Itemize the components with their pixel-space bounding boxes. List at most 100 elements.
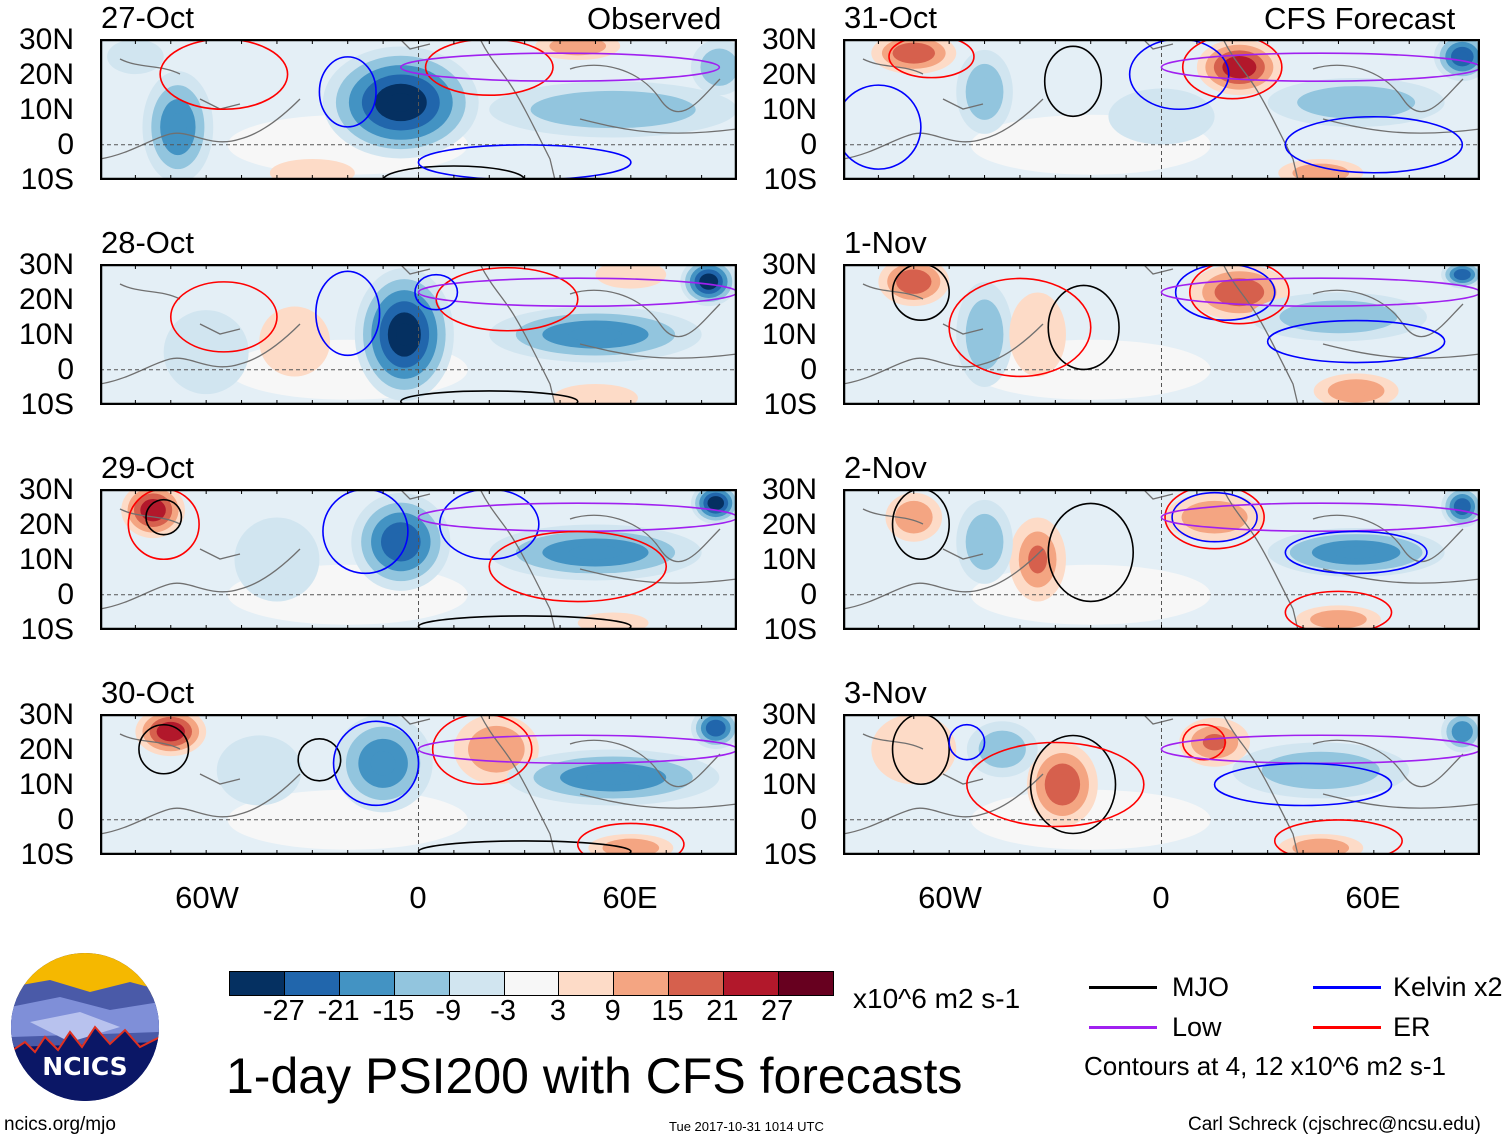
colorbar-swatch xyxy=(778,972,833,995)
lon-label-60w: 60W xyxy=(175,880,239,915)
mjo-contour xyxy=(400,390,579,405)
anomaly-shading xyxy=(1458,271,1467,278)
lat-label: 10N xyxy=(18,768,74,801)
anomaly-shading xyxy=(169,113,187,142)
timestamp: Tue 2017-10-31 1014 UTC xyxy=(669,1119,824,1134)
coastline xyxy=(1142,264,1174,275)
coastline xyxy=(942,773,984,785)
anomaly-shading xyxy=(184,331,228,374)
lat-label: 10S xyxy=(20,163,74,196)
legend-low-line xyxy=(1089,1026,1157,1029)
coastline xyxy=(100,773,301,835)
colorbar-swatch xyxy=(338,972,394,995)
anomaly-shading xyxy=(710,723,721,733)
panel-date: 27-Oct xyxy=(101,0,195,35)
lat-label: 20N xyxy=(18,58,74,91)
coastline xyxy=(843,323,1044,385)
low-contour xyxy=(1160,277,1480,307)
panel-date: 3-Nov xyxy=(844,675,927,710)
er-contour xyxy=(1273,819,1403,855)
coastline xyxy=(1322,343,1480,359)
colorbar-tick-label: -21 xyxy=(317,995,360,1027)
coastline xyxy=(942,98,984,110)
map-panel-28-Oct xyxy=(100,264,737,405)
anomaly-shading xyxy=(370,751,396,776)
anomaly-shading xyxy=(1226,285,1252,300)
colorbar-swatch xyxy=(613,972,669,995)
anomaly-shading xyxy=(1341,385,1371,397)
anomaly-shading xyxy=(990,739,1015,759)
lat-label: 0 xyxy=(57,578,74,611)
coastline xyxy=(479,264,556,405)
colorbar-tick-label: 27 xyxy=(761,995,794,1027)
er-contour xyxy=(1284,590,1393,630)
coastline xyxy=(1312,514,1464,563)
lat-label: 20N xyxy=(761,733,817,766)
panel-date: 31-Oct xyxy=(844,0,938,35)
anomaly-shading xyxy=(586,770,640,785)
coastline xyxy=(1142,714,1174,725)
anomaly-shading xyxy=(904,275,923,288)
lat-label: 10N xyxy=(18,318,74,351)
anomaly-shading xyxy=(1028,545,1048,574)
lat-label: 30N xyxy=(761,698,817,731)
colorbar-tick-label: 9 xyxy=(604,995,621,1027)
er-contour xyxy=(966,741,1145,828)
anomaly-shading xyxy=(711,499,720,507)
kelvin-contour xyxy=(948,723,986,761)
coastline xyxy=(569,289,721,338)
anomaly-shading xyxy=(1202,734,1227,751)
colorbar-tick-label: 21 xyxy=(706,995,739,1027)
anomaly-shading xyxy=(146,504,160,516)
low-contour xyxy=(1160,52,1480,82)
map-panel-27-Oct xyxy=(100,39,737,180)
map-panel-1-Nov xyxy=(843,264,1480,405)
colorbar-tick-label: -3 xyxy=(490,995,516,1027)
anomaly-shading xyxy=(975,317,994,352)
lat-label: 10S xyxy=(763,838,817,871)
anomaly-shading xyxy=(1456,726,1468,737)
anomaly-shading xyxy=(568,327,622,342)
colorbar-tick-label: 15 xyxy=(651,995,684,1027)
anomaly-shading xyxy=(904,509,924,526)
map-panel-29-Oct xyxy=(100,489,737,630)
lat-label: 0 xyxy=(800,128,817,161)
credit: Carl Schreck (cjschrec@ncsu.edu) xyxy=(1188,1114,1481,1135)
lat-label: 0 xyxy=(800,578,817,611)
lat-label: 20N xyxy=(761,508,817,541)
colorbar-swatch xyxy=(393,972,449,995)
coastline xyxy=(1222,39,1299,180)
lat-label: 0 xyxy=(800,353,817,386)
legend-kelvin-label: Kelvin x2 xyxy=(1393,972,1503,1002)
anomaly-shading xyxy=(975,77,994,106)
map-panel-30-Oct xyxy=(100,714,737,855)
coastline xyxy=(942,548,984,560)
coastline xyxy=(199,773,241,785)
anomaly-shading xyxy=(291,165,334,180)
lat-label: 10N xyxy=(761,93,817,126)
lon-label-0: 0 xyxy=(1152,880,1170,915)
source-link[interactable]: ncics.org/mjo xyxy=(4,1114,116,1135)
anomaly-shading xyxy=(238,752,281,788)
kelvin-contour xyxy=(1284,115,1464,174)
panel-date: 28-Oct xyxy=(101,225,195,260)
lat-label: 10N xyxy=(18,543,74,576)
anomaly-shading xyxy=(892,731,936,767)
lon-label-60w: 60W xyxy=(918,880,982,915)
mjo-contour xyxy=(145,498,183,536)
anomaly-shading xyxy=(163,726,178,737)
colorbar-swatch xyxy=(668,972,724,995)
figure-title: 1-day PSI200 with CFS forecasts xyxy=(226,1048,963,1104)
ncics-logo: NCICS xyxy=(11,953,159,1101)
lat-label: 10S xyxy=(763,163,817,196)
lat-label: 0 xyxy=(57,353,74,386)
er-contour xyxy=(488,530,668,603)
coastline xyxy=(399,39,431,50)
coastline xyxy=(569,64,721,113)
coastline xyxy=(843,773,1044,835)
colorbar-tick-label: -15 xyxy=(372,995,415,1027)
legend-er-label: ER xyxy=(1393,1012,1431,1042)
anomaly-shading xyxy=(1198,509,1232,526)
er-contour xyxy=(1181,39,1283,100)
observed-label: Observed xyxy=(587,1,722,36)
